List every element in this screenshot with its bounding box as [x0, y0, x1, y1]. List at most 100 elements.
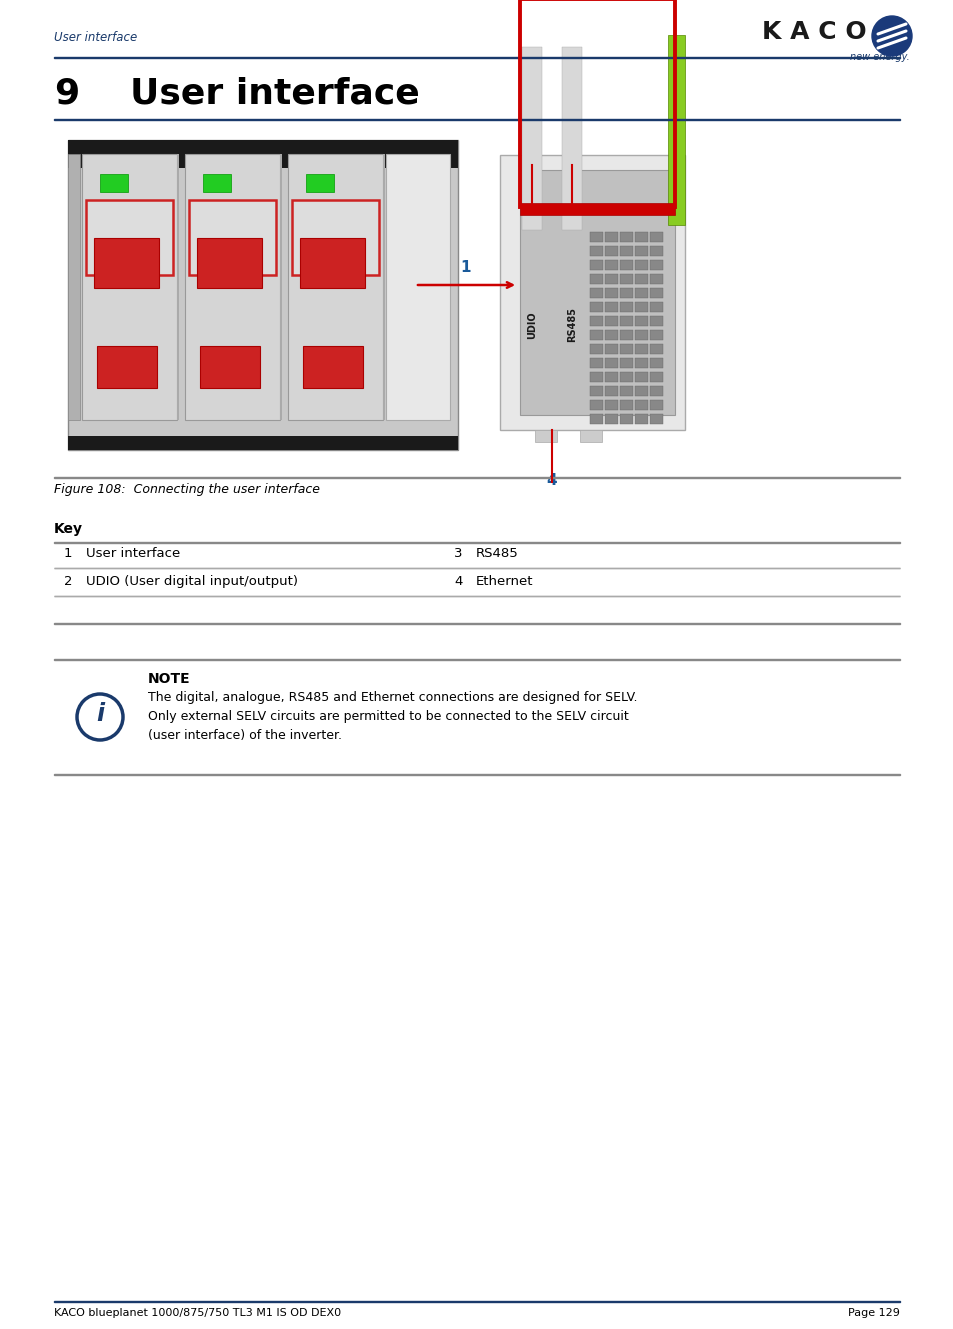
Bar [635, 316, 647, 326]
Bar [619, 330, 633, 340]
Text: Only external SELV circuits are permitted to be connected to the SELV circuit: Only external SELV circuits are permitte… [148, 710, 628, 723]
Text: 4: 4 [454, 575, 462, 587]
Bar [604, 385, 618, 396]
Bar [667, 35, 684, 225]
Bar [604, 233, 618, 242]
Bar [561, 47, 581, 230]
Text: Key: Key [54, 522, 83, 536]
Bar [589, 400, 602, 411]
Text: (user interface) of the inverter.: (user interface) of the inverter. [148, 730, 341, 742]
Text: K A C O: K A C O [761, 20, 865, 44]
Text: Ethernet: Ethernet [476, 575, 533, 587]
Bar [68, 154, 80, 420]
Bar [303, 346, 363, 388]
Bar [635, 400, 647, 411]
Bar [604, 274, 618, 284]
Bar [649, 302, 662, 312]
Bar [189, 199, 275, 275]
Bar [649, 246, 662, 256]
Bar [589, 385, 602, 396]
Bar [519, 203, 675, 215]
Bar [619, 233, 633, 242]
Text: 1: 1 [459, 260, 470, 275]
Bar [649, 330, 662, 340]
Text: UDIO (User digital input/output): UDIO (User digital input/output) [86, 575, 297, 587]
Bar [619, 260, 633, 270]
Bar [68, 140, 457, 167]
Bar [649, 415, 662, 424]
Bar [54, 57, 899, 58]
Bar [619, 400, 633, 411]
Bar [619, 246, 633, 256]
Bar [604, 372, 618, 381]
Bar [177, 154, 179, 420]
Bar [589, 302, 602, 312]
Text: Page 129: Page 129 [847, 1308, 899, 1318]
Bar [521, 47, 541, 230]
Text: 1: 1 [64, 548, 72, 560]
Bar [604, 302, 618, 312]
Bar [619, 385, 633, 396]
Bar [619, 358, 633, 368]
Text: The digital, analogue, RS485 and Ethernet connections are designed for SELV.: The digital, analogue, RS485 and Etherne… [148, 691, 637, 704]
Bar [619, 302, 633, 312]
Text: NOTE: NOTE [148, 672, 191, 686]
Bar [604, 330, 618, 340]
Bar [589, 233, 602, 242]
Text: RS485: RS485 [476, 548, 518, 560]
Bar [619, 274, 633, 284]
Bar [589, 246, 602, 256]
Bar [200, 346, 260, 388]
Bar [288, 154, 382, 420]
Bar [196, 238, 262, 288]
Text: RS485: RS485 [566, 307, 577, 343]
Bar [386, 154, 450, 420]
Bar [68, 140, 457, 451]
Bar [635, 385, 647, 396]
Text: 2: 2 [64, 575, 72, 587]
Bar [68, 436, 457, 451]
Bar [519, 170, 675, 415]
Bar [589, 316, 602, 326]
Bar [589, 274, 602, 284]
Text: KACO blueplanet 1000/875/750 TL3 M1 IS OD DEX0: KACO blueplanet 1000/875/750 TL3 M1 IS O… [54, 1308, 341, 1318]
Bar [649, 358, 662, 368]
Bar [619, 344, 633, 354]
Text: User interface: User interface [54, 31, 137, 44]
Bar [604, 260, 618, 270]
Bar [635, 233, 647, 242]
Bar [382, 154, 385, 420]
Bar [635, 330, 647, 340]
Text: User interface: User interface [130, 76, 419, 110]
Bar [649, 233, 662, 242]
Bar [100, 174, 128, 191]
Bar [604, 400, 618, 411]
Bar [635, 288, 647, 298]
Bar [635, 274, 647, 284]
Bar [54, 1301, 899, 1302]
Bar [604, 316, 618, 326]
Bar [589, 260, 602, 270]
Bar [619, 288, 633, 298]
Bar [635, 372, 647, 381]
Bar [589, 358, 602, 368]
Bar [203, 174, 231, 191]
Bar [589, 344, 602, 354]
Bar [619, 372, 633, 381]
Bar [649, 344, 662, 354]
Bar [635, 302, 647, 312]
Text: User interface: User interface [86, 548, 180, 560]
Bar [604, 246, 618, 256]
Bar [280, 154, 282, 420]
Text: Figure 108:  Connecting the user interface: Figure 108: Connecting the user interfac… [54, 482, 319, 496]
Text: 4: 4 [546, 473, 557, 488]
Bar [97, 346, 157, 388]
Bar [649, 316, 662, 326]
Bar [604, 358, 618, 368]
Text: 3: 3 [566, 144, 577, 158]
Bar [635, 260, 647, 270]
Bar [649, 385, 662, 396]
Bar [82, 154, 177, 420]
Text: 9: 9 [54, 76, 79, 110]
Bar [519, 0, 675, 207]
